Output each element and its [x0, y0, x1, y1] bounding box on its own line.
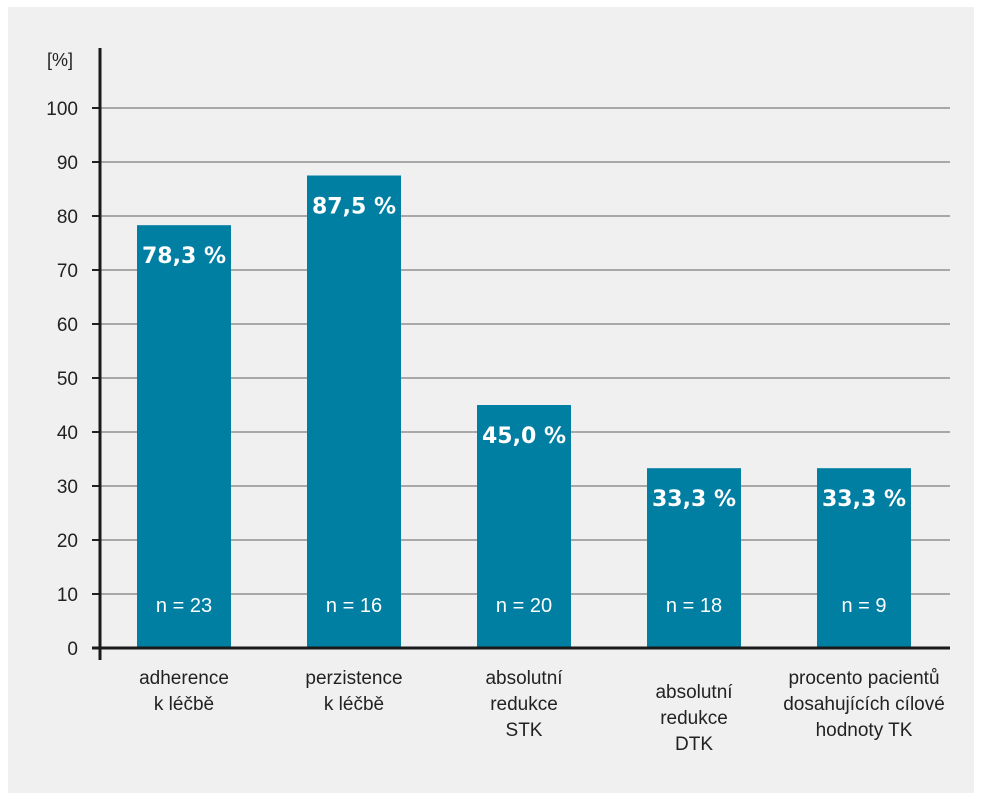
y-tick-label: 50 — [57, 369, 78, 390]
y-tick-label: 100 — [46, 99, 78, 120]
x-category-label: k léčbě — [324, 694, 384, 715]
bar-n-label: n = 23 — [156, 595, 212, 617]
y-tick-label: 90 — [57, 153, 78, 174]
bar — [817, 468, 911, 648]
bar-n-label: n = 20 — [496, 595, 552, 617]
bars — [137, 175, 911, 648]
bar-n-label: n = 16 — [326, 595, 382, 617]
labels: 0 10 20 30 40 50 60 70 80 90 100 [%] 78,3 % n = 23 adh… — [46, 50, 945, 755]
x-category-label: redukce — [490, 694, 558, 715]
y-tick-label: 60 — [57, 315, 78, 336]
x-category-label: hodnoty TK — [816, 720, 913, 741]
x-category-label: redukce — [660, 708, 728, 729]
axes — [92, 48, 950, 660]
y-tick-label: 40 — [57, 423, 78, 444]
x-category-label: DTK — [675, 734, 713, 755]
bar-value-label: 78,3 % — [142, 244, 226, 269]
y-tick-label: 10 — [57, 585, 78, 606]
bar — [647, 468, 741, 648]
bar-value-label: 33,3 % — [822, 487, 906, 512]
bar-n-label: n = 9 — [841, 595, 886, 617]
bar-n-label: n = 18 — [666, 595, 722, 617]
x-category-label: absolutní — [485, 668, 563, 689]
y-axis-label: [%] — [47, 50, 73, 70]
x-category-label: dosahujících cílové — [783, 694, 945, 715]
y-tick-label: 0 — [67, 639, 78, 660]
bar-value-label: 33,3 % — [652, 487, 736, 512]
x-category-label: procento pacientů — [788, 668, 939, 689]
y-tick-label: 30 — [57, 477, 78, 498]
y-tick-label: 80 — [57, 207, 78, 228]
bar — [477, 405, 571, 648]
x-category-label: perzistence — [305, 668, 402, 689]
x-category-label: adherence — [139, 668, 229, 689]
x-category-label: absolutní — [655, 682, 733, 703]
bar — [307, 175, 401, 648]
y-tick-label: 20 — [57, 531, 78, 552]
x-category-label: STK — [506, 720, 543, 741]
bar — [137, 225, 231, 648]
bar-value-label: 45,0 % — [482, 424, 566, 449]
x-category-label: k léčbě — [154, 694, 214, 715]
y-tick-label: 70 — [57, 261, 78, 282]
bar-value-label: 87,5 % — [312, 195, 396, 220]
